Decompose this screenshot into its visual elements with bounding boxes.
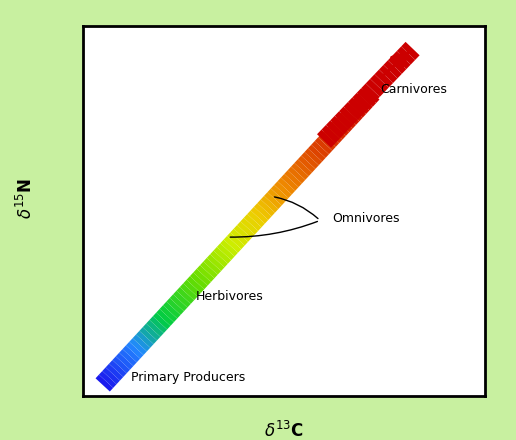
Text: Omnivores: Omnivores	[332, 212, 399, 225]
Text: Carnivores: Carnivores	[380, 83, 447, 96]
Text: $\delta^{15}$N: $\delta^{15}$N	[16, 177, 36, 219]
Text: Primary Producers: Primary Producers	[131, 371, 245, 384]
Text: Herbivores: Herbivores	[195, 290, 263, 303]
Text: $\delta^{13}$C: $\delta^{13}$C	[264, 421, 304, 440]
